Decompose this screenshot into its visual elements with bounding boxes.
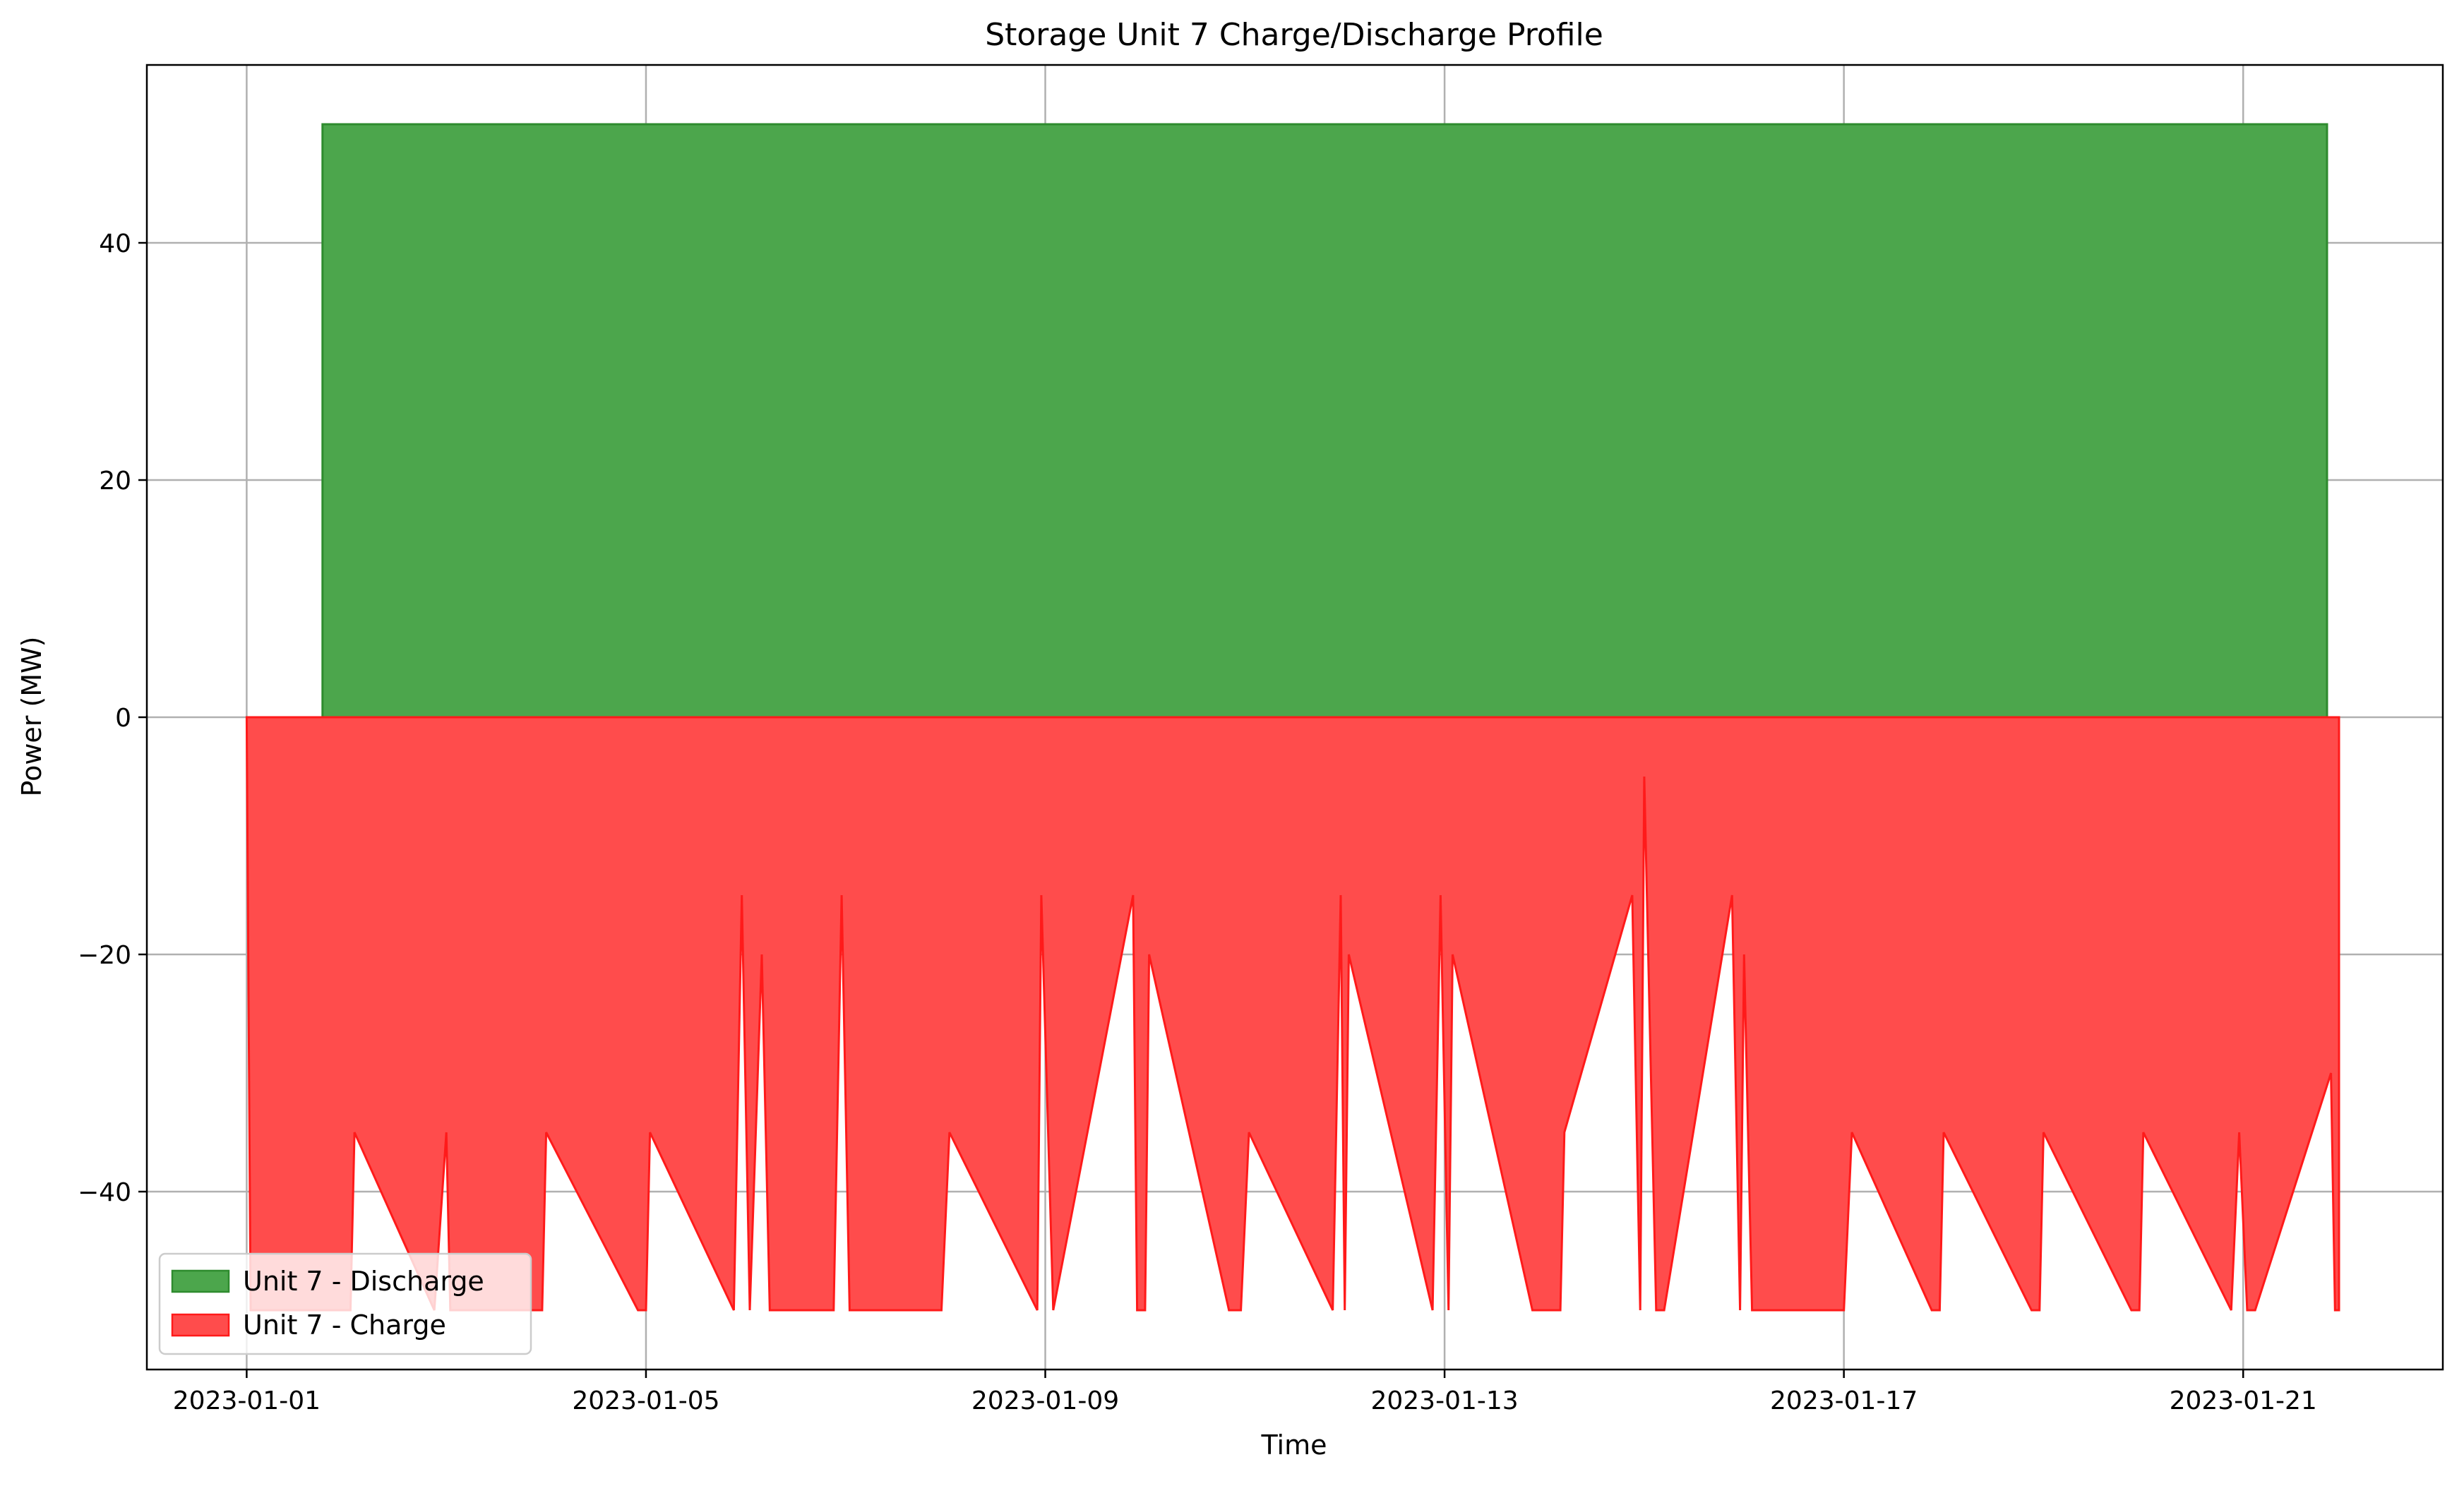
x-tick-label: 2023-01-09 bbox=[971, 1386, 1119, 1415]
legend-box bbox=[158, 1252, 532, 1355]
series-layer bbox=[245, 123, 2340, 1312]
y-tick-label: 0 bbox=[115, 704, 131, 733]
x-tick-label: 2023-01-21 bbox=[2170, 1386, 2317, 1415]
legend-label: Unit 7 - Charge bbox=[243, 1310, 446, 1341]
legend-swatch bbox=[171, 1313, 230, 1337]
y-tick-label: −40 bbox=[78, 1178, 131, 1207]
legend: Unit 7 - Discharge Unit 7 - Charge bbox=[158, 1252, 532, 1355]
y-tick-label: −20 bbox=[78, 941, 131, 970]
tick-layer: 2023-01-01 2023-01-05 2023-01-09 2023-01-13… bbox=[78, 229, 2317, 1415]
x-tick-label: 2023-01-05 bbox=[572, 1386, 719, 1415]
y-tick-label: 20 bbox=[99, 467, 131, 496]
x-axis-label: Time bbox=[1261, 1430, 1327, 1461]
y-tick-label: 40 bbox=[99, 229, 131, 258]
charge-area bbox=[245, 716, 2340, 1312]
x-tick-label: 2023-01-13 bbox=[1370, 1386, 1518, 1415]
legend-swatch bbox=[171, 1269, 230, 1293]
x-tick-label: 2023-01-17 bbox=[1770, 1386, 1918, 1415]
x-tick-label: 2023-01-01 bbox=[173, 1386, 321, 1415]
chart-title: Storage Unit 7 Charge/Discharge Profile bbox=[985, 17, 1603, 53]
y-axis-label: Power (MW) bbox=[16, 637, 47, 797]
discharge-area bbox=[321, 123, 2328, 719]
legend-label: Unit 7 - Discharge bbox=[243, 1266, 484, 1297]
